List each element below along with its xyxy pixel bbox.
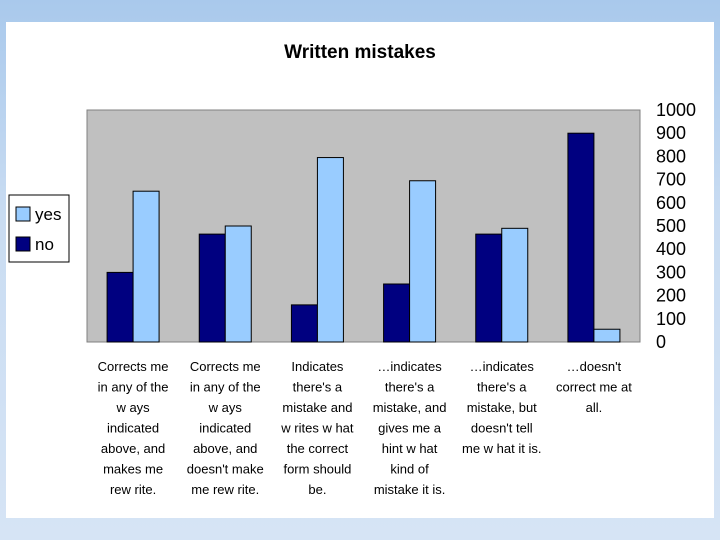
legend-swatch-yes	[15, 206, 31, 222]
chart-title: Written mistakes	[284, 42, 436, 63]
x-axis-categories: Corrects me in any of the w ays indicated ab…	[98, 359, 633, 497]
bar-no-6	[567, 132, 595, 343]
y-tick-label: 400	[656, 239, 686, 259]
y-tick-label: 100	[656, 309, 686, 329]
bar-no-4	[383, 283, 411, 343]
chart: Written mistakes 0 100 200 300 400 500 600 700 8…	[8, 42, 696, 497]
bars-group	[106, 132, 621, 343]
legend-label-no: no	[35, 235, 54, 254]
bar-yes-1	[132, 190, 160, 343]
y-tick-label: 700	[656, 170, 686, 190]
bar-no-1	[106, 271, 134, 343]
y-tick-label: 900	[656, 123, 686, 143]
y-tick-label: 200	[656, 286, 686, 306]
bar-no-2	[198, 233, 226, 343]
category-label: …doesn't correct me at all.	[556, 359, 632, 415]
y-tick-label: 500	[656, 216, 686, 236]
bar-yes-2	[224, 225, 252, 343]
y-tick-label: 1000	[656, 100, 696, 120]
y-axis-ticks: 0 100 200 300 400 500 600 700 800 900 1000	[656, 100, 696, 352]
category-label: …indicates there's a mistake, but doesn't t…	[462, 359, 541, 456]
category-label: Indicates there's a mistake and w rites w h…	[280, 359, 354, 497]
legend-label-yes: yes	[35, 205, 61, 224]
y-tick-label: 0	[656, 332, 666, 352]
bar-no-5	[475, 233, 503, 343]
bar-no-3	[290, 304, 318, 343]
bar-yes-6	[593, 328, 621, 343]
y-tick-label: 300	[656, 262, 686, 282]
bar-yes-3	[316, 157, 344, 343]
category-label: Corrects me in any of the w ays indicated ab…	[98, 359, 169, 497]
bar-yes-5	[501, 227, 529, 343]
plot-area	[86, 109, 641, 343]
y-tick-label: 800	[656, 146, 686, 166]
bar-yes-4	[409, 180, 437, 343]
slide: Written mistakes 0 100 200 300 400 500 600 700 8…	[6, 22, 714, 518]
legend: yes no	[8, 194, 70, 263]
legend-swatch-no	[15, 236, 31, 252]
category-label: Corrects me in any of the w ays indicated ab…	[187, 359, 264, 497]
category-label: …indicates there's a mistake, and gives me …	[373, 359, 447, 497]
y-tick-label: 600	[656, 193, 686, 213]
